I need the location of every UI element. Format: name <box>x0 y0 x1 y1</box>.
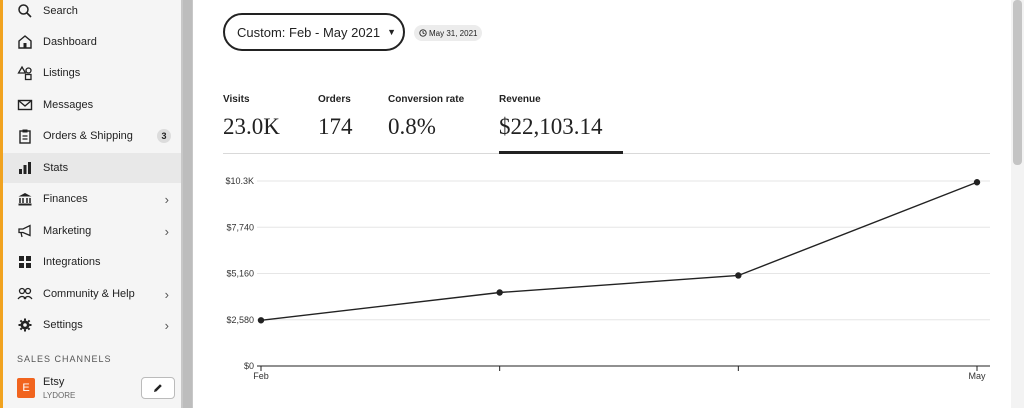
sidebar-item-finances[interactable]: Finances › <box>3 184 181 214</box>
y-tick-label: $2,580 <box>226 315 254 325</box>
sales-channels-heading: SALES CHANNELS <box>17 354 112 364</box>
metric-label: Visits <box>223 94 250 105</box>
gear-icon <box>17 317 33 333</box>
metric-label: Conversion rate <box>388 94 465 105</box>
metric-label: Orders <box>318 94 351 105</box>
metric-visits[interactable]: Visits 23.0K <box>223 94 280 140</box>
sidebar-item-orders-shipping[interactable]: Orders & Shipping 3 <box>3 121 181 151</box>
sidebar-scrollbar[interactable] <box>183 0 192 408</box>
bar-chart-icon <box>17 160 33 176</box>
sidebar-item-label: Finances <box>43 193 88 205</box>
data-point <box>257 317 265 324</box>
channel-shop-name: LYDORE <box>43 391 76 400</box>
sidebar-item-label: Messages <box>43 99 94 111</box>
metric-value: 0.8% <box>388 114 436 139</box>
count-badge: 3 <box>157 129 171 143</box>
sidebar-item-label: Marketing <box>43 225 92 237</box>
grid-icon <box>17 254 33 270</box>
y-tick-label: $10.3K <box>225 176 254 186</box>
caret-down-icon: ▼ <box>387 27 396 37</box>
clipboard-icon <box>17 128 33 144</box>
home-icon <box>17 34 33 50</box>
bank-icon <box>17 191 33 207</box>
x-tick-label: Feb <box>253 371 269 381</box>
metric-conversion-rate[interactable]: Conversion rate 0.8% <box>388 94 464 140</box>
sidebar-item-stats[interactable]: Stats <box>3 153 181 183</box>
page-scrollbar[interactable] <box>1013 0 1022 165</box>
as-of-date: May 31, 2021 <box>429 28 478 38</box>
sidebar-item-label: Settings <box>43 319 83 331</box>
search-icon <box>17 3 33 19</box>
shapes-icon <box>17 65 33 81</box>
sidebar-item-label: Stats <box>43 162 69 174</box>
metric-label: Revenue <box>499 94 541 105</box>
sidebar-item-label: Listings <box>43 67 81 79</box>
revenue-line <box>260 181 978 321</box>
data-point <box>735 272 742 279</box>
as-of-date-chip: May 31, 2021 <box>414 25 483 41</box>
sidebar-item-dashboard[interactable]: Dashboard <box>3 27 181 57</box>
metric-value: 23.0K <box>223 114 280 139</box>
sidebar-item-search[interactable]: Search <box>3 0 181 26</box>
sidebar-item-label: Search <box>43 5 78 17</box>
channel-etsy[interactable]: E Etsy LYDORE <box>17 375 177 405</box>
pencil-icon <box>154 384 162 392</box>
selected-metric-indicator <box>499 151 623 154</box>
sidebar-item-settings[interactable]: Settings › <box>3 310 181 340</box>
etsy-logo: E <box>17 378 35 398</box>
sidebar-item-listings[interactable]: Listings <box>3 58 181 88</box>
sidebar-item-messages[interactable]: Messages <box>3 90 181 120</box>
y-tick-label: $5,160 <box>226 269 254 279</box>
metric-value: $22,103.14 <box>499 114 603 139</box>
sidebar-item-community-help[interactable]: Community & Help › <box>3 279 181 309</box>
sidebar-item-label: Orders & Shipping <box>43 130 133 142</box>
y-tick-label: $0 <box>244 361 254 371</box>
people-icon <box>17 286 33 302</box>
chevron-right-icon: › <box>164 223 169 239</box>
chevron-right-icon: › <box>164 317 169 333</box>
megaphone-icon <box>17 223 33 239</box>
metric-value: 174 <box>318 114 353 139</box>
envelope-icon <box>17 97 33 113</box>
sidebar-item-label: Integrations <box>43 256 101 268</box>
sidebar: Search Dashboard Listings Messages Orders & … <box>0 0 181 408</box>
sidebar-item-label: Dashboard <box>43 36 97 48</box>
data-point <box>973 179 981 186</box>
metric-revenue[interactable]: Revenue $22,103.14 <box>499 94 603 140</box>
x-tick-label: May <box>968 371 986 381</box>
date-range-label: Custom: Feb - May 2021 <box>237 24 381 40</box>
y-tick-label: $7,740 <box>226 222 254 232</box>
channel-name: Etsy <box>43 376 65 388</box>
clock-icon <box>419 29 427 37</box>
edit-channel-button[interactable] <box>141 377 175 399</box>
chevron-right-icon: › <box>164 191 169 207</box>
chevron-right-icon: › <box>164 286 169 302</box>
metric-orders[interactable]: Orders 174 <box>318 94 353 140</box>
sidebar-item-integrations[interactable]: Integrations <box>3 247 181 277</box>
sidebar-item-label: Community & Help <box>43 288 135 300</box>
sidebar-item-marketing[interactable]: Marketing › <box>3 216 181 246</box>
data-point <box>496 289 503 296</box>
date-range-dropdown[interactable]: Custom: Feb - May 2021 ▼ <box>223 13 405 51</box>
